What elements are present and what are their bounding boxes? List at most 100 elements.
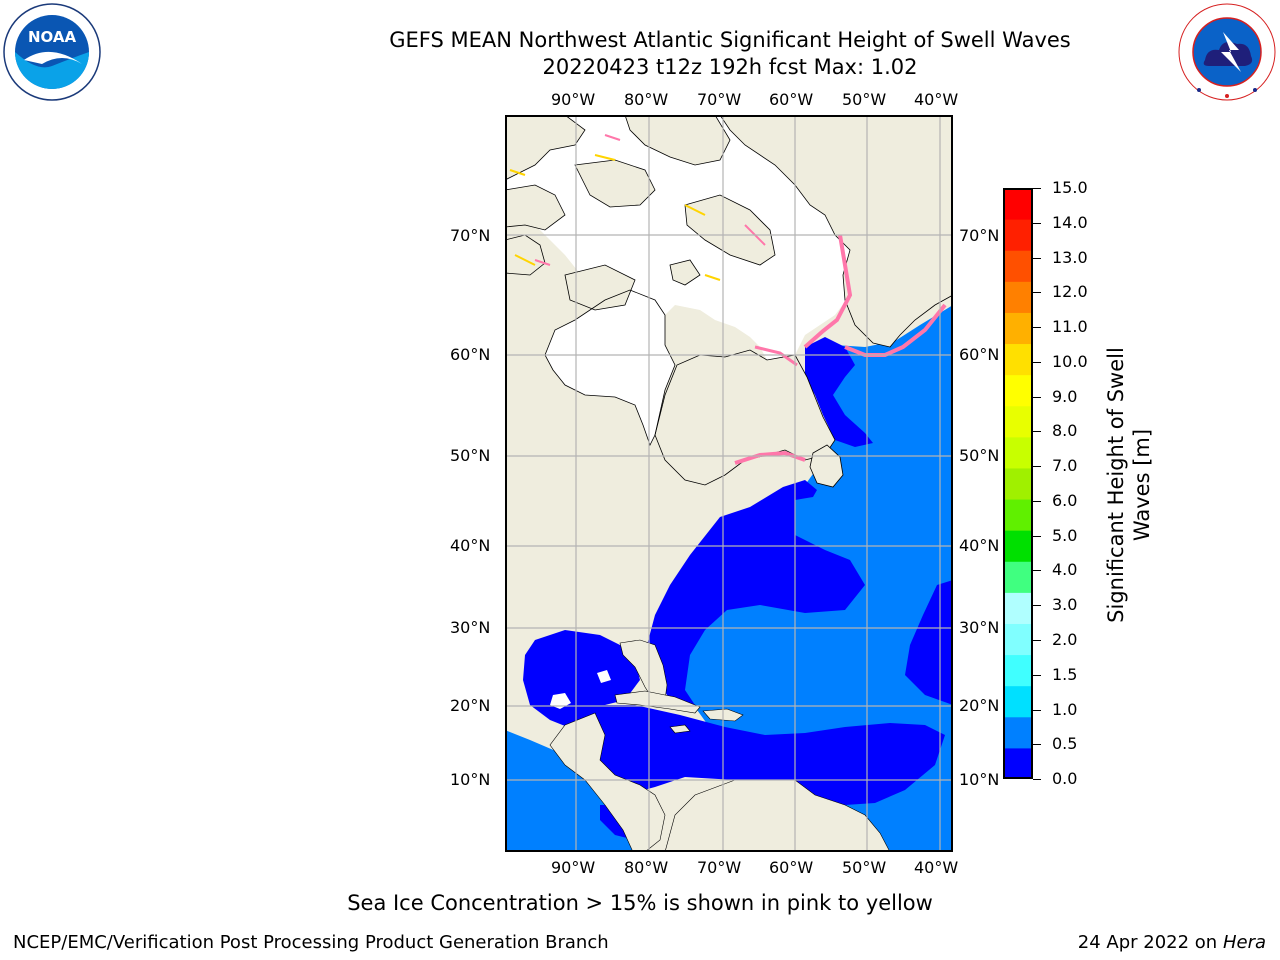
chart-title: GEFS MEAN Northwest Atlantic Significant… xyxy=(389,28,1071,52)
colorbar-title: Significant Height of Swell Waves [m] xyxy=(1104,347,1154,623)
colorbar-segment xyxy=(1003,312,1033,345)
lat-label-left-40n: 40°N xyxy=(450,536,491,555)
lat-label-left-50n: 50°N xyxy=(450,446,491,465)
colorbar-tick-label: 4.0 xyxy=(1052,560,1078,580)
colorbar-tick-label: 1.5 xyxy=(1052,664,1078,684)
lat-label-right-40n: 40°N xyxy=(959,536,1000,555)
sea-ice-note: Sea Ice Concentration > 15% is shown in … xyxy=(347,891,933,915)
colorbar-segment xyxy=(1003,685,1033,718)
colorbar-tick-label: 9.0 xyxy=(1052,386,1078,406)
colorbar-tick xyxy=(1033,535,1041,537)
colorbar-tick xyxy=(1033,500,1041,502)
central-america-land xyxy=(549,712,666,852)
labrador-swell-area xyxy=(805,337,873,447)
colorbar-tick-label: 10.0 xyxy=(1052,351,1088,371)
colorbar-tick xyxy=(1033,292,1041,294)
colorbar-segment xyxy=(1003,436,1033,469)
colorbar-tick-label: 14.0 xyxy=(1052,212,1088,232)
colorbar-segment xyxy=(1003,499,1033,531)
colorbar xyxy=(1003,188,1033,779)
lat-label-right-10n: 10°N xyxy=(959,770,1000,789)
nws-logo xyxy=(1178,3,1276,101)
footer-host: Hera xyxy=(1222,932,1266,953)
noaa-logo-text: NOAA xyxy=(28,28,77,46)
lat-label-right-30n: 30°N xyxy=(959,618,1000,637)
labrador-land xyxy=(654,349,836,486)
lat-label-left-60n: 60°N xyxy=(450,345,491,364)
footer-date: 24 Apr 2022 on Hera xyxy=(1078,932,1266,954)
colorbar-segment xyxy=(1003,374,1033,407)
lon-label-bottom-50w: 50°W xyxy=(842,858,887,877)
cuba-land xyxy=(614,690,701,714)
colorbar-segment xyxy=(1003,654,1033,687)
lon-label-bottom-60w: 60°W xyxy=(769,858,814,877)
colorbar-tick xyxy=(1033,605,1041,607)
colorbar-tick-label: 2.0 xyxy=(1052,629,1078,649)
colorbar-tick xyxy=(1033,327,1041,329)
lon-label-top-40w: 40°W xyxy=(914,90,959,109)
lat-label-right-50n: 50°N xyxy=(959,446,1000,465)
colorbar-tick xyxy=(1033,361,1041,363)
colorbar-tick xyxy=(1033,570,1041,572)
colorbar-tick-label: 0.5 xyxy=(1052,734,1078,754)
colorbar-segment xyxy=(1003,188,1033,220)
lon-label-top-90w: 90°W xyxy=(551,90,596,109)
colorbar-segment xyxy=(1003,530,1033,562)
colorbar-tick xyxy=(1033,396,1041,398)
lon-label-bottom-80w: 80°W xyxy=(624,858,669,877)
lon-label-top-70w: 70°W xyxy=(697,90,742,109)
coastal-swell-area xyxy=(647,480,865,705)
colorbar-tick xyxy=(1033,466,1041,468)
lon-label-top-50w: 50°W xyxy=(842,90,887,109)
colorbar-segment xyxy=(1003,219,1033,251)
colorbar-tick xyxy=(1033,744,1041,746)
colorbar-segment xyxy=(1003,716,1033,749)
colorbar-tick-label: 5.0 xyxy=(1052,525,1078,545)
colorbar-tick-label: 15.0 xyxy=(1052,178,1088,197)
lon-label-bottom-70w: 70°W xyxy=(697,858,742,877)
lat-label-right-60n: 60°N xyxy=(959,345,1000,364)
colorbar-segment xyxy=(1003,561,1033,593)
colorbar-tick-label: 6.0 xyxy=(1052,490,1078,510)
lat-label-left-70n: 70°N xyxy=(450,226,491,245)
colorbar-tick-label: 3.0 xyxy=(1052,595,1078,615)
greenland-land xyxy=(719,115,953,348)
colorbar-tick-label: 7.0 xyxy=(1052,456,1078,476)
footer-branch: NCEP/EMC/Verification Post Processing Pr… xyxy=(13,932,609,953)
colorbar-tick xyxy=(1033,779,1041,780)
colorbar-tick xyxy=(1033,188,1041,189)
colorbar-segment xyxy=(1003,281,1033,313)
lat-label-left-20n: 20°N xyxy=(450,696,491,715)
graticule xyxy=(505,115,953,852)
south-america-land xyxy=(664,779,891,852)
lon-label-top-60w: 60°W xyxy=(769,90,814,109)
lat-label-right-20n: 20°N xyxy=(959,696,1000,715)
lat-label-left-30n: 30°N xyxy=(450,618,491,637)
colorbar-tick xyxy=(1033,222,1041,224)
footer-date-text: 24 Apr 2022 on xyxy=(1077,932,1223,953)
lon-label-bottom-90w: 90°W xyxy=(551,858,596,877)
chart-subtitle: 20220423 t12z 192h fcst Max: 1.02 xyxy=(542,55,918,79)
ice-edge xyxy=(803,234,853,349)
colorbar-tick-label: 11.0 xyxy=(1052,317,1088,337)
colorbar-segment xyxy=(1003,747,1033,779)
colorbar-tick-label: 12.0 xyxy=(1052,282,1088,302)
colorbar-tick-label: 8.0 xyxy=(1052,421,1078,441)
colorbar-tick xyxy=(1033,709,1041,711)
colorbar-segment xyxy=(1003,467,1033,500)
noaa-logo: NOAA xyxy=(3,3,101,101)
colorbar-tick xyxy=(1033,674,1041,676)
lat-label-right-70n: 70°N xyxy=(959,226,1000,245)
lon-label-bottom-40w: 40°W xyxy=(914,858,959,877)
colorbar-tick xyxy=(1033,639,1041,641)
east-atlantic-swell-area xyxy=(905,580,953,705)
colorbar-tick-label: 1.0 xyxy=(1052,699,1078,719)
colorbar-segment xyxy=(1003,623,1033,656)
colorbar-tick-label: 13.0 xyxy=(1052,247,1088,267)
colorbar-tick xyxy=(1033,257,1041,259)
colorbar-segment xyxy=(1003,250,1033,282)
swell-height-map xyxy=(505,115,953,852)
colorbar-segment xyxy=(1003,592,1033,624)
colorbar-segment xyxy=(1003,405,1033,438)
lon-label-top-80w: 80°W xyxy=(624,90,669,109)
